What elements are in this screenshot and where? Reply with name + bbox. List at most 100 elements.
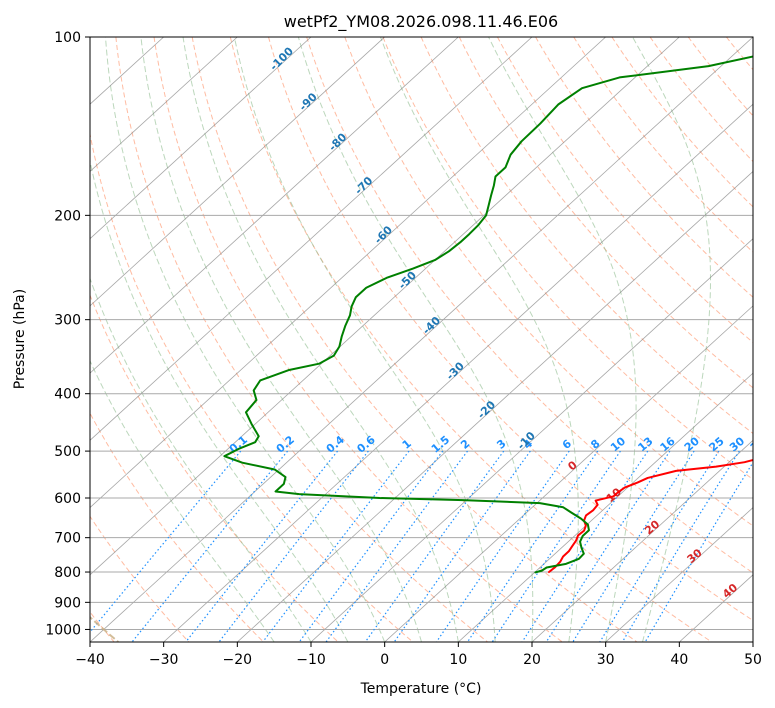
dewpoint-profile (223, 55, 753, 574)
x-tick-label: −30 (149, 652, 179, 668)
dry-adiabat-label: 20 (642, 517, 662, 537)
isotherm-line (752, 641, 753, 642)
dry-adiabat-line (535, 37, 753, 298)
mixing-ratio-line (364, 450, 505, 642)
plot-area: 0.1 0.2 0.4 0.6 1 1.5 2 3 4 6 8 10 13 16 20 25 30 36-100-… (90, 37, 768, 642)
dry-adiabat-line (725, 37, 753, 71)
y-tick-label: 100 (54, 30, 81, 46)
mixing-ratio-line (621, 450, 740, 642)
x-tick-label: 30 (597, 652, 615, 668)
moist-adiabat-line (233, 37, 496, 642)
dry-adiabat-line (344, 37, 753, 527)
dry-adiabat-line (382, 37, 753, 481)
plot-frame (89, 36, 754, 643)
isotherm-line (90, 37, 459, 374)
mixing-ratio-label: 2 (458, 437, 472, 452)
isotherm-line (90, 37, 238, 172)
isotherm-label: -40 (420, 314, 443, 337)
isotherm-line (458, 372, 753, 642)
mixing-ratio-line (185, 450, 339, 642)
isotherm-line (90, 37, 312, 240)
mixing-ratio-line (218, 450, 369, 642)
y-axis-label: Pressure (hPa) (12, 289, 28, 389)
mixing-ratio-line (262, 450, 410, 642)
y-tick-label: 300 (54, 313, 81, 329)
mixing-ratio-line (467, 450, 599, 642)
isotherm-line (237, 170, 753, 642)
chart-title: wetPf2_YM08.2026.098.11.46.E06 (284, 12, 558, 32)
x-axis-label: Temperature (°C) (360, 681, 482, 697)
moist-adiabat-line (90, 277, 312, 642)
isotherm-label: -90 (297, 90, 320, 113)
dry-adiabat-line (306, 37, 753, 574)
isotherm-line (531, 439, 753, 642)
mixing-ratio-line (644, 461, 753, 642)
temperature-profile (548, 458, 753, 574)
mixing-ratio-label: 36 (748, 434, 768, 454)
dry-adiabat-line (90, 515, 190, 642)
mixing-ratio-line (572, 450, 695, 642)
mixing-ratio-line (545, 450, 671, 642)
y-tick-label: 800 (54, 565, 81, 581)
x-tick-label: −10 (296, 652, 326, 668)
mixing-ratio-label: 0.6 (354, 433, 378, 456)
x-tick-label: 10 (449, 652, 467, 668)
isotherm-label: -50 (396, 268, 419, 291)
x-tick-label: 40 (670, 652, 688, 668)
dry-adiabat-line (191, 37, 638, 642)
dry-adiabat-line (496, 37, 753, 344)
dry-adiabat-label: 40 (720, 581, 740, 601)
mixing-ratio-line (435, 450, 570, 642)
x-tick-label: −40 (75, 652, 105, 668)
y-tick-label: 500 (54, 444, 81, 460)
isotherm-line (384, 305, 753, 642)
dry-adiabat-line (229, 37, 712, 642)
x-tick-label: 20 (523, 652, 541, 668)
dry-adiabat-line (90, 131, 414, 642)
moist-adiabat-line (297, 37, 534, 642)
isotherm-line (90, 37, 533, 441)
dry-adiabat-line (573, 37, 753, 253)
isotherm-label: -80 (326, 130, 349, 153)
moist-adiabat-line (104, 37, 386, 642)
mixing-ratio-label: 6 (560, 437, 574, 452)
mixing-ratio-label: 1.5 (429, 433, 452, 455)
x-tick-label: 50 (744, 652, 762, 668)
dry-adiabat-line (115, 37, 488, 642)
y-tick-label: 200 (54, 208, 81, 224)
dry-adiabat-line (90, 293, 339, 642)
isotherm-label: -70 (352, 174, 375, 197)
moist-adiabat-line (90, 359, 275, 642)
x-tick-label: −20 (223, 652, 253, 668)
dry-adiabat-line (90, 412, 264, 642)
dry-adiabat-line (649, 37, 753, 163)
mixing-ratio-line (298, 450, 444, 642)
dry-adiabat-line (268, 37, 753, 622)
isotherm-label: -30 (444, 359, 467, 382)
isotherm-line (90, 37, 606, 509)
isotherm-label: -20 (475, 398, 498, 421)
axes-frame (85, 36, 754, 647)
mixing-ratio-line (90, 450, 242, 633)
mixing-ratio-label: 8 (588, 437, 602, 452)
dry-adiabat-label: 30 (685, 546, 705, 566)
y-tick-label: 600 (54, 491, 81, 507)
isotherm-line (163, 103, 753, 642)
isotherm-line (90, 37, 680, 576)
isotherm-line (605, 507, 753, 642)
moist-adiabat-line (182, 37, 459, 642)
y-tick-label: 1000 (45, 622, 81, 638)
isotherm-label: -10 (515, 429, 538, 452)
isotherm-line (310, 238, 753, 642)
mixing-ratio-line (491, 450, 621, 642)
moist-adiabat-line (380, 37, 579, 642)
moist-adiabat-line (90, 158, 349, 642)
mixing-ratio-line (131, 450, 289, 642)
y-tick-label: 700 (54, 531, 81, 547)
mixing-ratio-label: 0.4 (324, 433, 348, 456)
isotherm-line (90, 37, 753, 642)
isotherm-line (90, 37, 385, 307)
x-tick-label: 0 (380, 652, 389, 668)
dry-adiabat-line (458, 37, 753, 389)
